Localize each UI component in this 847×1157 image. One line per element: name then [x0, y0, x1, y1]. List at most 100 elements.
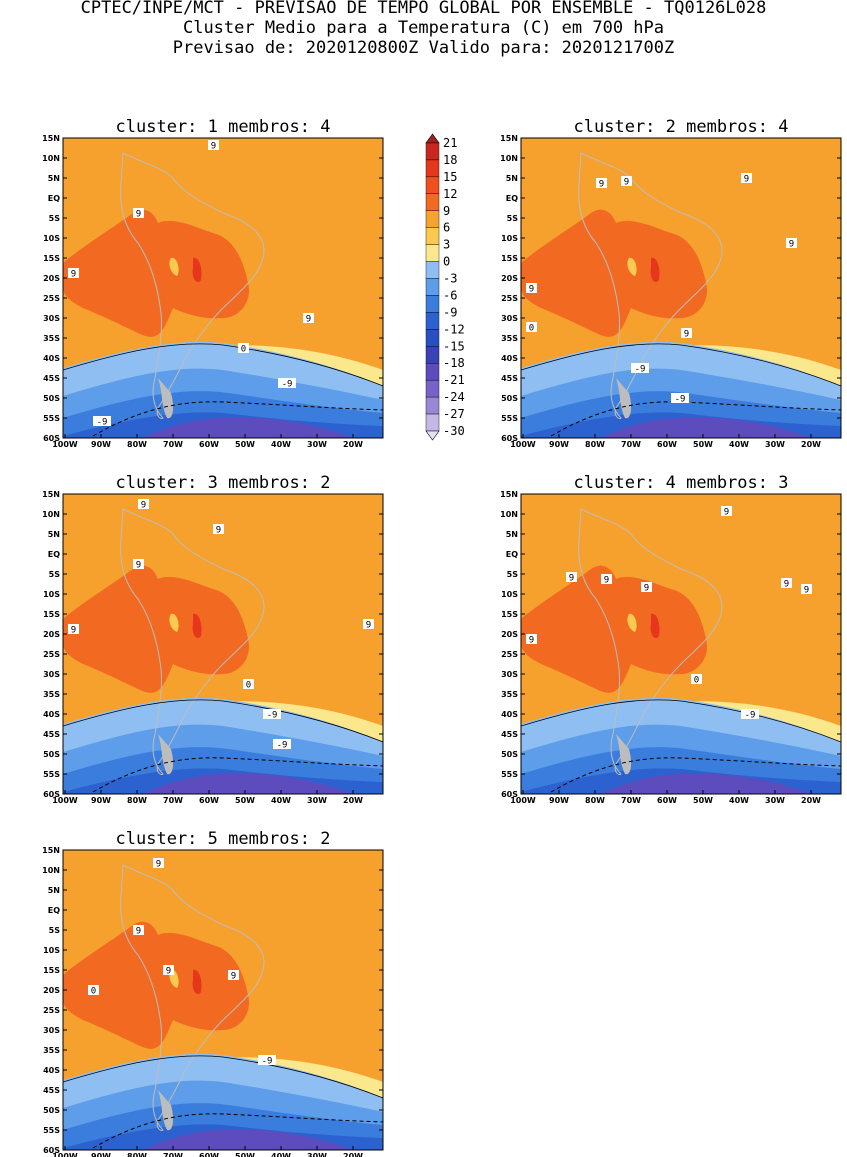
lat-tick-label: 5S: [49, 570, 61, 579]
lon-tick-label: 100W: [52, 440, 78, 449]
lon-tick-label: 100W: [510, 440, 536, 449]
lat-tick-label: 20S: [43, 986, 60, 995]
colorbar-label: 3: [443, 238, 450, 252]
lat-tick-label: 35S: [501, 690, 518, 699]
colorbar-bottom-arrow: [425, 430, 440, 441]
contour-label-box: [213, 524, 224, 534]
lat-tick-label: 10S: [43, 234, 60, 243]
lat-tick-label: 10S: [501, 590, 518, 599]
lon-tick-label: 90W: [549, 440, 569, 449]
lat-tick-label: EQ: [48, 550, 60, 559]
colorbar-label: -24: [443, 390, 465, 404]
lon-tick-label: 30W: [307, 1152, 327, 1157]
contour-label-box: [596, 178, 607, 188]
lat-tick-label: 15N: [42, 846, 60, 855]
lat-tick-label: 50S: [43, 750, 60, 759]
contour-label: 9: [599, 180, 604, 190]
lat-tick-label: 60S: [43, 790, 60, 799]
panel-title-2: cluster: 2 membros: 4: [574, 117, 789, 137]
lat-tick-label: 15N: [500, 490, 518, 499]
colorbar-swatch: [425, 312, 440, 330]
lon-tick-label: 30W: [765, 440, 785, 449]
contour-label-box: [243, 679, 254, 689]
lat-tick-label: 50S: [43, 1106, 60, 1115]
contour-label: 9: [684, 330, 689, 340]
lat-tick-label: 5N: [506, 530, 518, 539]
colorbar-label: 18: [443, 153, 457, 167]
contour-label: 0: [91, 987, 96, 997]
panel-title-5: cluster: 5 membros: 2: [116, 829, 331, 849]
contour-label-box: [258, 1055, 276, 1065]
lat-tick-label: EQ: [48, 194, 60, 203]
contour-label: -9: [262, 1057, 273, 1067]
colorbar-label: -30: [443, 424, 465, 438]
lat-tick-label: 35S: [501, 334, 518, 343]
contour-label-box: [526, 634, 537, 644]
lat-tick-label: 55S: [43, 414, 60, 423]
lat-tick-label: 10S: [43, 590, 60, 599]
contour-label: 9: [216, 526, 221, 536]
lat-tick-label: 15S: [501, 254, 518, 263]
lat-tick-label: 25S: [501, 294, 518, 303]
lon-tick-label: 80W: [127, 440, 147, 449]
lat-tick-label: 30S: [43, 1026, 60, 1035]
contour-label: 9: [166, 967, 171, 977]
contour-label: -9: [97, 418, 108, 428]
colorbar-label: -15: [443, 339, 465, 353]
contour-label-box: [153, 858, 164, 868]
lat-tick-label: 40S: [501, 354, 518, 363]
lon-tick-label: 90W: [549, 796, 569, 805]
contour-label-box: [88, 985, 99, 995]
contour-label: 9: [141, 501, 146, 511]
contour-label-box: [781, 578, 792, 588]
lat-tick-label: 15S: [43, 610, 60, 619]
lon-tick-label: 40W: [271, 1152, 291, 1157]
lat-tick-label: 20S: [43, 630, 60, 639]
lon-tick-label: 90W: [91, 796, 111, 805]
lon-tick-label: 20W: [343, 1152, 363, 1157]
lat-tick-label: 60S: [43, 434, 60, 443]
lat-tick-label: 10N: [500, 510, 518, 519]
lon-tick-label: 30W: [307, 796, 327, 805]
lat-tick-label: 15N: [42, 490, 60, 499]
panel-frame: [62, 137, 384, 439]
lat-tick-label: 5S: [507, 570, 519, 579]
lat-tick-label: 15N: [500, 134, 518, 143]
colorbar-swatch: [425, 295, 440, 313]
lon-tick-label: 60W: [199, 440, 219, 449]
lon-tick-label: 60W: [657, 796, 677, 805]
contour-label: 9: [71, 270, 76, 280]
colorbar-label: -9: [443, 305, 457, 319]
lat-tick-label: 40S: [43, 354, 60, 363]
contour-label: 9: [136, 210, 141, 220]
lat-tick-label: 25S: [43, 294, 60, 303]
lat-tick-label: 45S: [43, 1086, 60, 1095]
colorbar-swatch: [425, 413, 440, 432]
panel-title-1: cluster: 1 membros: 4: [116, 117, 331, 137]
contour-label: 0: [529, 324, 534, 334]
lon-tick-label: 30W: [765, 796, 785, 805]
cluster-panel-3: cluster: 3 membros: 2 9 9 9 9 9 0 -9 -9 15N 10N 5N E…: [42, 473, 384, 805]
contour-label-box: [681, 328, 692, 338]
lat-tick-label: 5N: [48, 530, 60, 539]
lon-tick-label: 70W: [163, 1152, 183, 1157]
contour-label: 9: [71, 626, 76, 636]
colorbar: 21 18 15 12 9 6 3 0 -3 -6 -9 -12 -15 -18 -21 -24 -27 -30: [425, 133, 465, 441]
colorbar-label: 15: [443, 170, 457, 184]
lon-tick-label: 70W: [621, 796, 641, 805]
lon-tick-label: 20W: [801, 440, 821, 449]
lat-tick-label: 40S: [43, 710, 60, 719]
colorbar-label: -12: [443, 322, 465, 336]
lat-tick-label: 30S: [43, 314, 60, 323]
colorbar-swatch: [425, 227, 440, 245]
lon-tick-label: 100W: [52, 1152, 78, 1157]
contour-label-box: [208, 140, 219, 150]
lat-tick-label: 15S: [43, 966, 60, 975]
contour-label: 9: [529, 636, 534, 646]
lat-tick-label: 10N: [42, 510, 60, 519]
colorbar-label: -18: [443, 356, 465, 370]
contour-label-box: [68, 624, 79, 634]
lat-tick-label: 60S: [501, 790, 518, 799]
lat-tick-label: 25S: [43, 1006, 60, 1015]
lon-tick-label: 50W: [693, 796, 713, 805]
